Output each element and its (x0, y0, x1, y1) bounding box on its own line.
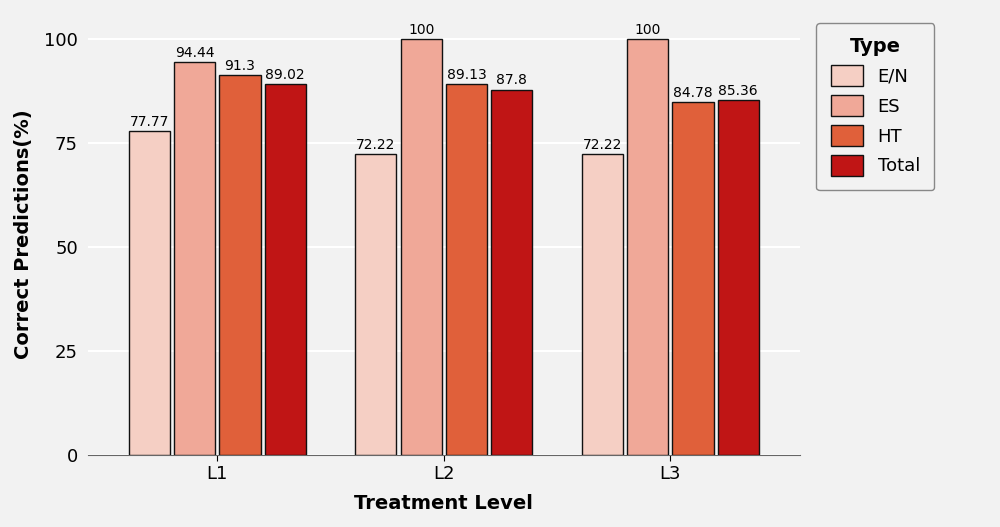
Bar (265, 84, 306, 455)
Bar (672, 102, 714, 455)
Legend: E/N, ES, HT, Total: E/N, ES, HT, Total (816, 23, 934, 190)
Bar (582, 154, 623, 455)
Bar (355, 154, 396, 455)
Bar (718, 100, 759, 455)
Text: 100: 100 (408, 23, 434, 37)
Text: 84.78: 84.78 (673, 86, 713, 100)
Text: 91.3: 91.3 (225, 59, 255, 73)
Text: 94.44: 94.44 (175, 46, 214, 60)
X-axis label: Treatment Level: Treatment Level (354, 494, 533, 513)
Text: 77.77: 77.77 (130, 115, 169, 129)
Bar (129, 131, 170, 455)
Text: 87.8: 87.8 (496, 73, 527, 87)
Text: 72.22: 72.22 (583, 138, 622, 152)
Bar (219, 75, 261, 455)
Text: 100: 100 (634, 23, 661, 37)
Bar (491, 90, 532, 455)
Bar (627, 39, 668, 455)
Text: 85.36: 85.36 (718, 84, 758, 97)
Text: 89.02: 89.02 (265, 69, 305, 82)
Bar (401, 39, 442, 455)
Text: 89.13: 89.13 (447, 68, 486, 82)
Text: 72.22: 72.22 (356, 138, 396, 152)
Bar (446, 84, 487, 455)
Y-axis label: Correct Predictions(%): Correct Predictions(%) (14, 110, 33, 359)
Bar (174, 62, 215, 455)
